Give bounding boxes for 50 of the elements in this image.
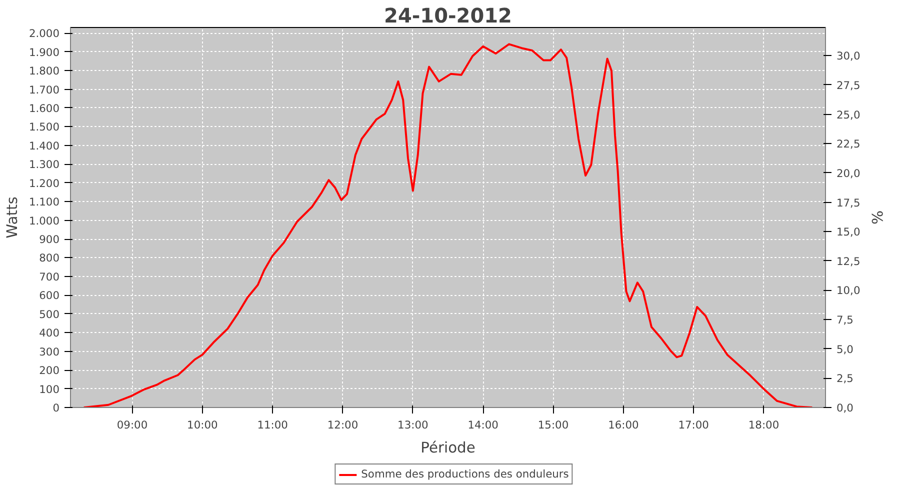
y-tick-label: 1.600 <box>28 102 60 115</box>
y-tick-label: 800 <box>39 252 60 265</box>
y-tick-label: 1.000 <box>28 214 60 228</box>
x-tick-label: 17:00 <box>678 418 710 432</box>
y-tick-label: 200 <box>39 364 60 378</box>
x-tick-label: 18:00 <box>748 418 780 432</box>
y2-tick-label: 7,5 <box>836 314 854 327</box>
x-axis-title: Période <box>420 440 476 456</box>
chart-title: 24-10-2012 <box>384 4 512 28</box>
y-tick-label: 1.300 <box>28 158 60 172</box>
y2-tick-label: 15,0 <box>836 226 860 239</box>
x-tick-label: 10:00 <box>187 418 218 432</box>
y2-tick-label: 5,0 <box>836 342 854 356</box>
x-tick-label: 16:00 <box>608 418 639 432</box>
y-tick-label: 300 <box>39 345 60 358</box>
y-tick-label: 1.800 <box>28 64 60 78</box>
y-tick-label: 600 <box>39 289 60 302</box>
y-tick-label: 700 <box>39 270 60 284</box>
x-tick-label: 12:00 <box>327 418 358 432</box>
x-tick-label: 15:00 <box>538 418 569 432</box>
y-tick-label: 2.000 <box>28 27 60 40</box>
y2-tick-label: 27,5 <box>836 78 860 92</box>
line-series <box>82 43 814 408</box>
y-tick-label: 1.400 <box>28 139 60 152</box>
y-tick-label: 1.700 <box>28 83 60 96</box>
y-tick-label: 1.500 <box>28 120 60 134</box>
y2-tick-label: 22,5 <box>836 138 860 151</box>
y2-tick-label: 17,5 <box>836 196 860 210</box>
x-tick-label: 09:00 <box>116 418 148 432</box>
y2-tick-label: 0,0 <box>836 402 854 414</box>
y-tick-label: 400 <box>39 326 60 340</box>
y2-tick-label: 30,0 <box>836 50 860 63</box>
y2-tick-label: 25,0 <box>836 108 860 122</box>
y-tick-label: 900 <box>39 233 60 246</box>
legend-label: Somme des productions des onduleurs <box>361 468 569 480</box>
y2-tick-label: 12,5 <box>836 254 860 268</box>
y2-tick-label: 20,0 <box>836 166 860 180</box>
y-tick-label: 500 <box>39 308 60 321</box>
y-tick-label: 100 <box>39 382 60 396</box>
y2-tick-label: 10,0 <box>836 284 860 298</box>
x-tick-label: 13:00 <box>398 418 428 432</box>
y-tick-label: 1.900 <box>28 46 60 59</box>
y-tick-label: 1.200 <box>28 176 60 190</box>
y-axis-title: Watts <box>4 196 21 238</box>
x-tick-label: 14:00 <box>468 418 499 432</box>
y-tick-label: 0 <box>52 402 60 414</box>
y2-axis-title: % <box>868 210 886 225</box>
y2-tick-label: 2,5 <box>836 372 854 386</box>
x-tick-label: 11:00 <box>257 418 288 432</box>
y-tick-label: 1.100 <box>28 196 60 209</box>
